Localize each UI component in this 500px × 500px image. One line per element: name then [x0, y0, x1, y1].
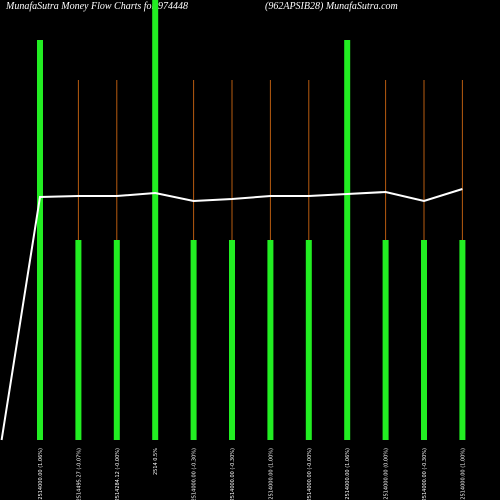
bar [459, 240, 466, 440]
x-tick-label: 2514000.00 (-0.00%) [307, 448, 313, 500]
x-tick-label: 2514000.00 (1.00%) [460, 448, 466, 500]
x-tick-label: 2514000.00 (1.00%) [268, 448, 274, 500]
bar [229, 240, 235, 440]
bar [344, 40, 351, 440]
bar [152, 0, 159, 440]
x-tick-label: 2514000.00 (-0.30%) [230, 448, 236, 500]
x-tick-label: 2514284.12 (-0.00%) [115, 448, 121, 500]
x-tick-label: 2514000.00 (-0.30%) [192, 448, 198, 500]
x-tick-label: 2514 0.5% [153, 448, 159, 475]
x-tick-label: 2514495.27 (-0.07%) [76, 448, 82, 500]
bar [190, 240, 197, 440]
chart-title: MunafaSutra Money Flow Charts for 974448 [5, 1, 188, 12]
chart-subtitle: (962APSIB28) MunafaSutra.com [265, 1, 398, 12]
x-tick-label: 2514000.00 (-0.30%) [422, 448, 428, 500]
money-flow-line [0, 188, 463, 441]
bar [75, 240, 82, 440]
bar [305, 240, 312, 440]
bar [421, 240, 427, 440]
x-tick-label: 2514000.00 (1.06%) [38, 448, 44, 500]
bar [37, 40, 43, 440]
x-tick-label: 2514000.00 (0.00%) [384, 448, 390, 500]
bar [113, 240, 120, 440]
bar [267, 240, 274, 440]
x-tick-label: 2514000.00 (1.06%) [345, 448, 351, 500]
bar [382, 240, 389, 440]
